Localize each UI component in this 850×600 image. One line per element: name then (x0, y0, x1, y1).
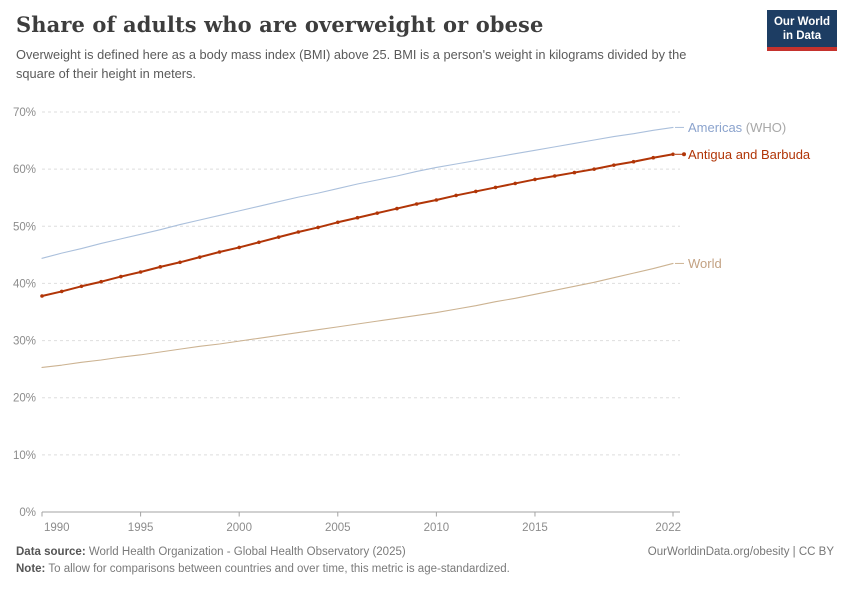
series-marker-antigua-and-barbuda-1993 (99, 279, 103, 284)
series-label-antigua-and-barbuda[interactable]: Antigua and Barbuda (688, 147, 811, 162)
series-line-americas-who[interactable] (41, 126, 674, 259)
y-tick-label-50: 50% (13, 221, 36, 233)
note-line: Note: To allow for comparisons between c… (16, 563, 834, 575)
data-source-line: Data source: World Health Organization -… (16, 546, 406, 558)
series-marker-antigua-and-barbuda-2006 (355, 215, 360, 220)
series-marker-antigua-and-barbuda-2012 (474, 189, 478, 194)
chart-subtitle: Overweight is defined here as a body mas… (16, 47, 687, 81)
y-tick-label-70: 70% (13, 107, 36, 119)
series-marker-antigua-and-barbuda-2018 (592, 167, 596, 171)
x-tick-label-2015: 2015 (522, 522, 548, 534)
chart-footer: Data source: World Health Organization -… (16, 546, 834, 575)
series-marker-antigua-and-barbuda-2013 (493, 185, 498, 190)
x-tick-label-2010: 2010 (424, 522, 450, 534)
x-tick-label-2005: 2005 (325, 522, 351, 534)
series-marker-antigua-and-barbuda-2007 (375, 211, 380, 215)
series-marker-antigua-and-barbuda-2009 (414, 202, 419, 206)
series-label-world[interactable]: World (688, 256, 722, 271)
series-marker-antigua-and-barbuda-2020 (631, 159, 636, 164)
data-source-label: Data source: (16, 546, 86, 558)
series-label-part: Antigua and Barbuda (688, 147, 811, 162)
x-tick-label-2000: 2000 (226, 522, 252, 534)
y-tick-label-40: 40% (13, 278, 36, 290)
label-connector-dot-antigua-and-barbuda (682, 152, 686, 157)
data-source-text: World Health Organization - Global Healt… (85, 546, 406, 558)
series-marker-antigua-and-barbuda-1990 (40, 294, 44, 298)
series-marker-antigua-and-barbuda-1995 (138, 270, 143, 274)
y-tick-label-30: 30% (13, 336, 36, 348)
chart-title: Share of adults who are overweight or ob… (16, 12, 544, 37)
series-label-part: Americas (688, 120, 743, 135)
series-marker-antigua-and-barbuda-1998 (197, 255, 202, 259)
series-marker-antigua-and-barbuda-2003 (296, 230, 301, 234)
series-label-part: World (688, 256, 722, 271)
series-marker-antigua-and-barbuda-1992 (79, 284, 84, 289)
note-label: Note: (16, 563, 46, 575)
series-label-part: (WHO) (742, 120, 786, 135)
series-marker-antigua-and-barbuda-1996 (158, 265, 163, 269)
x-tick-label-1995: 1995 (128, 522, 154, 534)
owid-logo[interactable]: Our World in Data (766, 10, 837, 52)
series-marker-antigua-and-barbuda-2010 (434, 198, 439, 202)
series-marker-antigua-and-barbuda-2022 (671, 152, 675, 157)
owid-logo-line1: Our World (773, 16, 830, 28)
series-marker-antigua-and-barbuda-2004 (316, 225, 320, 230)
y-tick-label-0: 0% (19, 507, 36, 519)
series-marker-antigua-and-barbuda-2011 (454, 193, 458, 198)
series-marker-antigua-and-barbuda-2005 (335, 220, 340, 225)
x-tick-label-1990: 1990 (44, 522, 70, 534)
series-marker-antigua-and-barbuda-1994 (119, 274, 123, 279)
series-label-americas-who[interactable]: Americas (WHO) (688, 120, 786, 135)
series-line-antigua-and-barbuda[interactable] (41, 153, 674, 297)
owid-logo-line2: in Data (782, 30, 822, 43)
y-tick-label-20: 20% (13, 393, 36, 405)
note-text: To allow for comparisons between countri… (45, 563, 510, 575)
owid-link[interactable]: OurWorldinData.org/obesity | CC BY (647, 546, 834, 558)
series-marker-antigua-and-barbuda-1997 (178, 260, 182, 265)
series-marker-antigua-and-barbuda-2014 (513, 181, 518, 186)
series-marker-antigua-and-barbuda-2001 (257, 240, 261, 245)
series-marker-antigua-and-barbuda-1991 (59, 289, 64, 294)
series-line-world[interactable] (41, 262, 674, 368)
y-tick-label-60: 60% (13, 164, 36, 176)
series-marker-antigua-and-barbuda-2002 (276, 235, 281, 239)
series-marker-antigua-and-barbuda-2019 (612, 163, 616, 167)
series-marker-antigua-and-barbuda-2015 (533, 177, 537, 182)
chart-header: Share of adults who are overweight or ob… (16, 12, 726, 83)
series-marker-antigua-and-barbuda-2016 (552, 174, 557, 178)
series-marker-antigua-and-barbuda-2017 (572, 170, 577, 175)
x-tick-label-2022: 2022 (655, 522, 681, 534)
series-marker-antigua-and-barbuda-2021 (651, 155, 656, 160)
series-marker-antigua-and-barbuda-1999 (217, 250, 222, 254)
series-marker-antigua-and-barbuda-2008 (395, 206, 399, 211)
series-marker-antigua-and-barbuda-2000 (237, 245, 241, 250)
y-tick-label-10: 10% (13, 450, 36, 462)
